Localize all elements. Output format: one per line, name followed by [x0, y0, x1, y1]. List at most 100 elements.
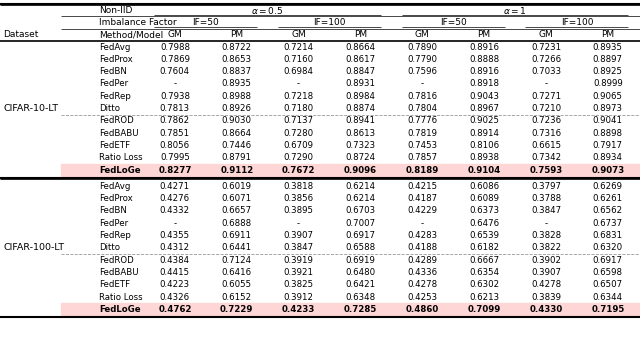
Text: 0.7033: 0.7033 — [531, 67, 561, 76]
Text: 0.4188: 0.4188 — [407, 244, 437, 252]
Text: 0.8056: 0.8056 — [160, 141, 190, 150]
Text: 0.8931: 0.8931 — [346, 80, 376, 88]
Text: 0.7007: 0.7007 — [346, 219, 376, 228]
Text: -: - — [545, 80, 548, 88]
Text: 0.7593: 0.7593 — [529, 166, 563, 175]
Text: Ditto: Ditto — [99, 244, 120, 252]
Text: 0.7285: 0.7285 — [344, 305, 377, 314]
Text: 0.8617: 0.8617 — [346, 55, 376, 64]
Text: 0.6539: 0.6539 — [469, 231, 499, 240]
Text: 0.7890: 0.7890 — [407, 42, 437, 52]
Text: 0.9073: 0.9073 — [591, 166, 625, 175]
Text: Ratio Loss: Ratio Loss — [99, 293, 143, 302]
Text: 0.6657: 0.6657 — [221, 206, 252, 216]
Text: 0.7816: 0.7816 — [407, 92, 437, 101]
Text: 0.8916: 0.8916 — [469, 42, 499, 52]
Text: 0.7210: 0.7210 — [531, 104, 561, 113]
Text: 0.4229: 0.4229 — [407, 206, 437, 216]
Text: 0.8888: 0.8888 — [469, 55, 499, 64]
Text: 0.7323: 0.7323 — [346, 141, 376, 150]
Text: -: - — [420, 80, 424, 88]
Text: 0.7804: 0.7804 — [407, 104, 437, 113]
Text: 0.3822: 0.3822 — [531, 244, 561, 252]
Text: 0.8722: 0.8722 — [221, 42, 252, 52]
Text: 0.4415: 0.4415 — [160, 268, 190, 277]
Text: 0.9065: 0.9065 — [593, 92, 623, 101]
Text: 0.6588: 0.6588 — [346, 244, 376, 252]
Text: FedLoGe: FedLoGe — [99, 166, 141, 175]
Text: 0.4384: 0.4384 — [160, 256, 190, 265]
Text: 0.3919: 0.3919 — [284, 256, 314, 265]
Bar — [61, 303, 640, 315]
Text: 0.7236: 0.7236 — [531, 116, 561, 125]
Text: 0.8189: 0.8189 — [406, 166, 439, 175]
Text: 0.7819: 0.7819 — [407, 129, 437, 138]
Text: Imbalance Factor: Imbalance Factor — [99, 18, 177, 27]
Text: -: - — [420, 219, 424, 228]
Text: FedBN: FedBN — [99, 206, 127, 216]
Text: -: - — [297, 80, 300, 88]
Text: 0.8925: 0.8925 — [593, 67, 623, 76]
Text: 0.6888: 0.6888 — [221, 219, 252, 228]
Text: 0.4276: 0.4276 — [160, 194, 190, 203]
Text: FedProx: FedProx — [99, 194, 133, 203]
Text: 0.9041: 0.9041 — [593, 116, 623, 125]
Text: 0.6911: 0.6911 — [222, 231, 252, 240]
Text: 0.7290: 0.7290 — [284, 153, 314, 162]
Text: IF=50: IF=50 — [193, 18, 220, 27]
Text: 0.6373: 0.6373 — [469, 206, 499, 216]
Text: 0.6984: 0.6984 — [284, 67, 314, 76]
Text: 0.7218: 0.7218 — [284, 92, 314, 101]
Text: FedLoGe: FedLoGe — [99, 305, 141, 314]
Text: 0.9104: 0.9104 — [467, 166, 500, 175]
Text: 0.6261: 0.6261 — [593, 194, 623, 203]
Text: FedBABU: FedBABU — [99, 129, 139, 138]
Text: 0.7862: 0.7862 — [160, 116, 190, 125]
Text: 0.8664: 0.8664 — [346, 42, 376, 52]
Text: FedPer: FedPer — [99, 80, 129, 88]
Text: 0.8837: 0.8837 — [221, 67, 252, 76]
Bar — [61, 164, 640, 176]
Text: 0.3818: 0.3818 — [284, 182, 314, 191]
Text: 0.7938: 0.7938 — [160, 92, 190, 101]
Text: 0.6019: 0.6019 — [222, 182, 252, 191]
Text: 0.4187: 0.4187 — [407, 194, 437, 203]
Text: Ratio Loss: Ratio Loss — [99, 153, 143, 162]
Text: 0.6709: 0.6709 — [284, 141, 314, 150]
Text: Method/Model: Method/Model — [99, 30, 163, 39]
Text: 0.4289: 0.4289 — [407, 256, 437, 265]
Text: 0.3847: 0.3847 — [531, 206, 561, 216]
Text: 0.4223: 0.4223 — [160, 280, 190, 289]
Text: 0.9043: 0.9043 — [469, 92, 499, 101]
Text: 0.7453: 0.7453 — [407, 141, 437, 150]
Text: 0.6917: 0.6917 — [593, 256, 623, 265]
Text: 0.6089: 0.6089 — [469, 194, 499, 203]
Text: 0.7137: 0.7137 — [284, 116, 314, 125]
Text: 0.6213: 0.6213 — [469, 293, 499, 302]
Text: FedETF: FedETF — [99, 141, 131, 150]
Text: 0.7271: 0.7271 — [531, 92, 561, 101]
Text: 0.4312: 0.4312 — [160, 244, 190, 252]
Text: $\alpha = 1$: $\alpha = 1$ — [503, 5, 527, 16]
Text: GM: GM — [168, 30, 182, 39]
Text: 0.8967: 0.8967 — [469, 104, 499, 113]
Text: 0.6421: 0.6421 — [346, 280, 376, 289]
Text: 0.9025: 0.9025 — [469, 116, 499, 125]
Text: 0.3825: 0.3825 — [284, 280, 314, 289]
Text: 0.6182: 0.6182 — [469, 244, 499, 252]
Text: FedRep: FedRep — [99, 231, 131, 240]
Text: -: - — [173, 80, 177, 88]
Text: 0.6416: 0.6416 — [221, 268, 252, 277]
Text: $\alpha = 0.5$: $\alpha = 0.5$ — [252, 5, 284, 16]
Text: PM: PM — [230, 30, 243, 39]
Text: 0.6831: 0.6831 — [593, 231, 623, 240]
Text: 0.9112: 0.9112 — [220, 166, 253, 175]
Text: 0.3912: 0.3912 — [284, 293, 314, 302]
Text: FedROD: FedROD — [99, 256, 134, 265]
Text: 0.7099: 0.7099 — [467, 305, 500, 314]
Text: 0.8934: 0.8934 — [593, 153, 623, 162]
Text: FedProx: FedProx — [99, 55, 133, 64]
Text: IF=50: IF=50 — [440, 18, 467, 27]
Text: 0.8999: 0.8999 — [593, 80, 623, 88]
Text: 0.8277: 0.8277 — [158, 166, 191, 175]
